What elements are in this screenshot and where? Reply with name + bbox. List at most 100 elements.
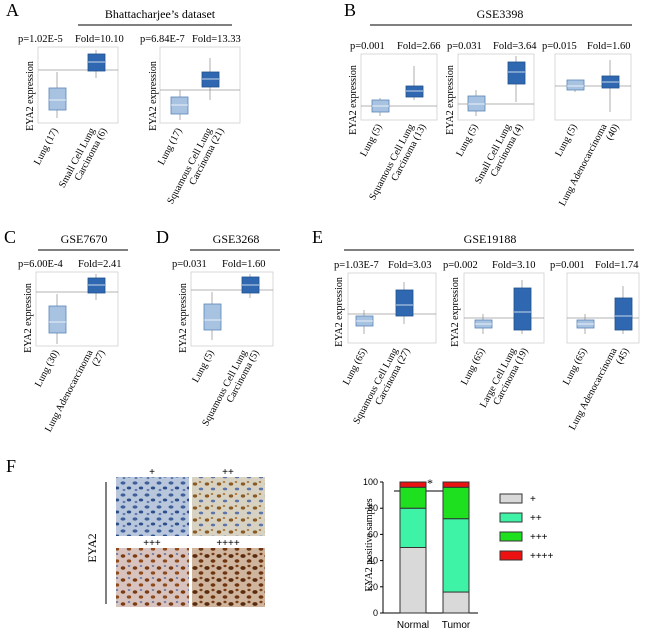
x-category-tumor: Tumor [442,620,471,631]
panel-e: E GSE19188 p=1.03E-7 Fold=3.03 EYA2 expr… [312,227,640,432]
bar-normal-level-1 [399,547,427,614]
fold-b3: Fold=1.60 [587,41,631,52]
xlabel-b3-0: Lung (5) [553,122,579,158]
plot-frame-d [190,271,274,347]
panel-c: C GSE7670 p=6.00E-4 Fold=2.41 EYA2 expre… [4,227,128,434]
xlabel-e2-0: Lung (65) [459,346,488,387]
bar-tumor-level-1 [442,591,470,614]
legend-label-2: ++ [530,513,542,524]
xlabel-a2-0: Lung (17) [156,126,185,167]
xlabel-d-0: Lung (5) [190,348,216,384]
y-tick-label-100: 100 [363,477,378,487]
panel-b: B GSE3398 p=0.001 Fold=2.66 EYA2 express… [344,0,632,208]
box-a2-lung [170,96,189,115]
legend-label-3: +++ [530,532,548,543]
ihc-image-plus [116,477,189,536]
fold-e2: Fold=3.10 [492,260,536,271]
bar-tumor-level-2 [442,518,470,593]
pvalue-a2: p=6.84E-7 [140,34,185,45]
xlabel-b1-0: Lung (5) [358,122,384,158]
y-tick-label-0: 0 [373,608,378,618]
box-e1-tumor [395,289,414,317]
box-b2-tumor [507,61,526,85]
ylabel-c: EYA2 expression [23,283,34,353]
plot-frame-e2 [463,272,545,344]
panel-letter-c: C [4,227,16,247]
ihc-label-plus4: ++++ [216,538,240,549]
panel-f: F EYA2 [6,456,554,631]
box-c-tumor [87,277,106,294]
legend-swatch-3 [499,531,523,542]
fold-e1: Fold=3.03 [388,260,432,271]
plot-frame-e1 [347,272,437,344]
plot-frame-b3 [554,53,632,121]
y-tick-label-80: 80 [368,503,378,513]
pvalue-e3: p=0.001 [550,260,585,271]
plot-b2: p=0.031 Fold=3.64 EYA2 expression Lung (… [445,41,537,186]
y-ticks: 0 20 40 60 80 100 [363,477,383,618]
title-c: GSE7670 [61,232,108,246]
pvalue-e1: p=1.03E-7 [334,260,379,271]
ylabel-d: EYA2 expression [178,283,189,353]
ylabel-b1: EYA2 expression [348,65,359,135]
plot-a2: p=6.84E-7 Fold=13.33 EYA2 expression Lun… [140,34,241,206]
title-b: GSE3398 [477,7,524,21]
title-d: GSE3268 [213,232,260,246]
plot-frame-a2 [159,46,241,124]
panel-letter-e: E [312,227,323,247]
box-d-lung [203,303,222,331]
plot-b3: p=0.015 Fold=1.60 Lung (5) Lung Adenocar… [542,41,632,208]
plot-e3: p=0.001 Fold=1.74 Lung (65) Lung Adenoca… [550,260,640,432]
ihc-label-plus: + [149,467,155,478]
xlabel-e1-0: Lung (65) [341,346,370,387]
pvalue-b1: p=0.001 [350,41,385,52]
legend-label-4: ++++ [530,551,554,562]
pvalue-b3: p=0.015 [542,41,577,52]
panel-letter-b: B [344,0,356,20]
ylabel-e1: EYA2 expression [334,277,345,347]
plot-frame-b2 [457,53,535,121]
bars [399,481,470,614]
pvalue-b2: p=0.031 [447,41,482,52]
ylabel-b2: EYA2 expression [445,65,456,135]
y-tick-label-60: 60 [368,529,378,539]
xlabel-e3-2: (45) [614,346,632,366]
plot-a1: p=1.02E-5 Fold=10.10 EYA2 expression Lun… [18,34,124,190]
ylabel-a2: EYA2 expression [148,61,159,131]
xlabel-b3-2: (40) [604,122,622,142]
bar-normal-level-4 [399,481,427,488]
box-b2-lung [467,95,486,112]
box-e3-tumor [614,297,633,331]
plot-frame-e3 [566,272,640,344]
legend-label-1: + [530,494,536,505]
xlabel-b2-0: Lung (5) [454,122,480,158]
box-b1-tumor [405,85,424,98]
fold-c: Fold=2.41 [78,259,122,270]
bar-normal-level-3 [399,486,427,509]
box-a1-tumor [87,53,106,72]
panel-d: D GSE3268 p=0.031 Fold=1.60 EYA2 express… [156,227,280,428]
ylabel-e2: EYA2 expression [450,277,461,347]
ihc-label-plus2: ++ [222,467,234,478]
box-e2-tumor [513,287,532,331]
x-category-normal: Normal [397,620,429,631]
pvalue-c: p=6.00E-4 [18,259,63,270]
ihc-image-plus3 [116,548,189,607]
y-tick-label-20: 20 [368,582,378,592]
ihc-image-plus4 [192,548,265,607]
plot-frame-a1 [37,46,119,124]
fold-b2: Fold=3.64 [493,41,537,52]
title-e: GSE19188 [464,232,517,246]
panel-a: A Bhattacharjee’s dataset p=1.02E-5 Fold… [6,0,241,206]
title-a: Bhattacharjee’s dataset [105,7,216,21]
fold-e3: Fold=1.74 [595,260,639,271]
x-categories: Normal Tumor [397,620,471,631]
pvalue-e2: p=0.002 [443,260,478,271]
ihc-label-plus3: +++ [143,538,161,549]
xlabel-e3-0: Lung (65) [561,346,590,387]
bar-normal-level-2 [399,507,427,549]
bar-tumor-level-4 [442,481,470,488]
fold-a1: Fold=10.10 [75,34,124,45]
bar-tumor-level-3 [442,486,470,520]
